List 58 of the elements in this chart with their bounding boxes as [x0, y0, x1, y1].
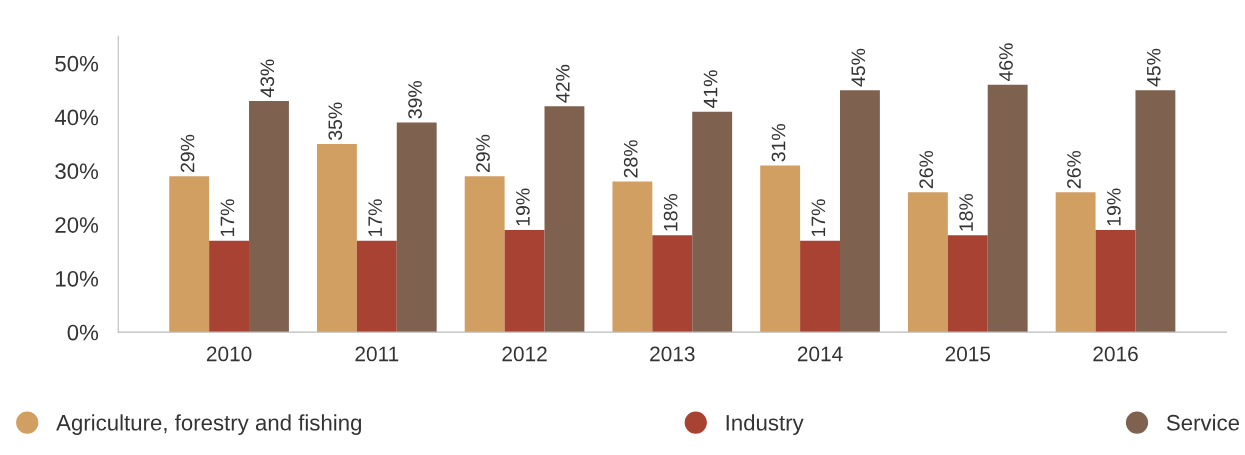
bar: [1135, 90, 1176, 333]
y-tick-label: 50%: [55, 55, 99, 72]
data-label: 18%: [959, 193, 973, 231]
y-tick-label: 20%: [55, 217, 99, 233]
data-label: 42%: [555, 64, 570, 103]
bar: [947, 235, 988, 333]
bar: [504, 229, 545, 333]
data-label: 35%: [328, 102, 343, 140]
data-label: 46%: [999, 43, 1013, 82]
data-label: 17%: [811, 199, 826, 237]
data-label: 17%: [220, 199, 235, 237]
bar: [907, 192, 948, 333]
legend-label: Agriculture, forestry and fishing: [56, 414, 361, 435]
x-tick-label: 2015: [945, 346, 991, 362]
data-label: 19%: [516, 188, 530, 226]
data-label: 31%: [771, 124, 786, 162]
y-tick-label: 10%: [56, 270, 99, 287]
bar: [464, 176, 505, 333]
bar: [1055, 192, 1096, 333]
bar: [692, 111, 733, 333]
data-label: 41%: [703, 70, 718, 109]
data-label: 29%: [476, 134, 490, 172]
bar: [356, 240, 397, 333]
bar: [169, 176, 210, 333]
y-tick-label: 40%: [54, 109, 99, 126]
x-tick-label: 2013: [650, 346, 695, 362]
data-label: 19%: [1106, 188, 1121, 226]
bar: [1095, 229, 1136, 333]
x-tick-label: 2014: [797, 346, 843, 362]
data-label: 18%: [663, 193, 678, 231]
data-label: 39%: [408, 80, 422, 119]
x-tick-label: 2011: [355, 346, 399, 362]
legend-label: Industry: [726, 414, 804, 435]
data-label: 28%: [623, 140, 638, 178]
bar: [249, 100, 289, 333]
data-label: 45%: [1146, 48, 1161, 87]
bar: [760, 165, 801, 333]
bar: [316, 143, 357, 333]
data-label: 43%: [260, 59, 275, 98]
bar: [209, 240, 250, 333]
data-label: 26%: [919, 150, 934, 189]
bar: [396, 122, 437, 333]
bar: [987, 84, 1028, 333]
bar: [652, 235, 693, 333]
x-tick-label: 2010: [206, 346, 252, 362]
bar: [612, 181, 653, 333]
x-tick-label: 2016: [1093, 346, 1138, 362]
bar: [544, 106, 585, 333]
x-tick-label: 2012: [502, 346, 547, 362]
y-tick-label: 30%: [55, 163, 99, 180]
bar: [839, 90, 880, 333]
bar: [800, 240, 840, 333]
legend-label: Service: [1166, 414, 1240, 431]
data-label: 45%: [851, 48, 866, 87]
data-label: 29%: [180, 134, 195, 172]
data-label: 26%: [1067, 150, 1081, 189]
data-label: 17%: [368, 199, 382, 237]
y-tick-label: 0%: [67, 324, 99, 341]
